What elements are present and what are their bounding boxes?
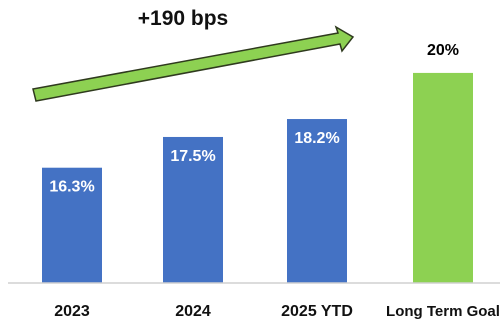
growth-annotation: +190 bps <box>138 7 228 30</box>
x-tick-label: Long Term Goal <box>386 303 500 320</box>
data-label: 16.3% <box>49 179 94 196</box>
bars-group <box>42 73 473 283</box>
x-tick-label: 2025 YTD <box>281 303 353 320</box>
x-tick-label: 2023 <box>54 303 90 320</box>
data-label: 17.5% <box>170 148 215 165</box>
data-label: 18.2% <box>294 130 339 147</box>
data-label: 20% <box>427 42 459 59</box>
labels-group: 16.3% 17.5% 18.2% 20% <box>49 42 459 196</box>
bar-long-term-goal <box>413 73 473 283</box>
growth-arrow <box>33 27 353 101</box>
x-tick-label: 2024 <box>175 303 211 320</box>
tick-labels-group: 2023 2024 2025 YTD Long Term Goal <box>54 303 500 320</box>
